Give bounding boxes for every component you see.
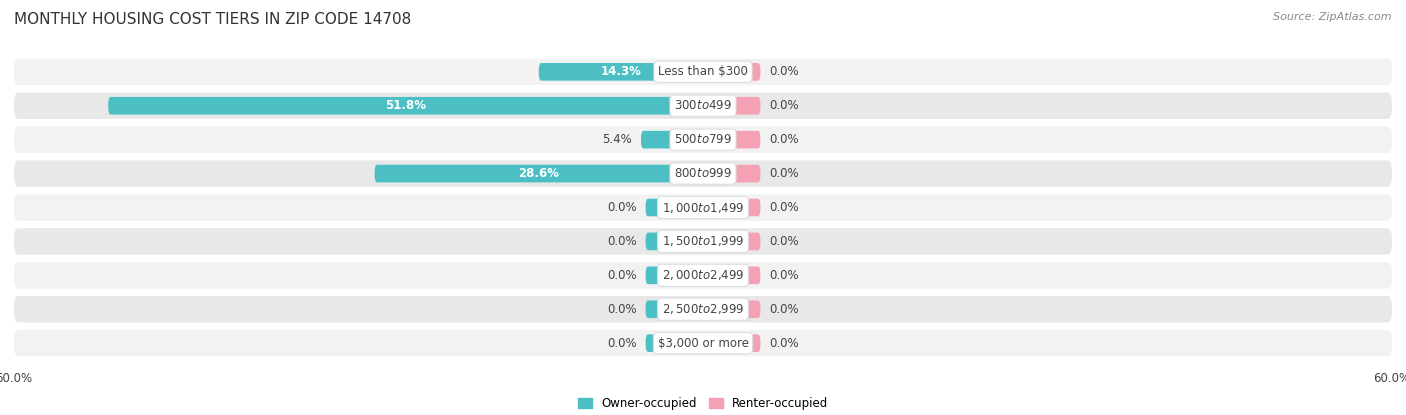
Text: $1,500 to $1,999: $1,500 to $1,999 — [662, 234, 744, 249]
Text: 0.0%: 0.0% — [769, 133, 799, 146]
FancyBboxPatch shape — [14, 330, 1392, 356]
Text: 14.3%: 14.3% — [600, 65, 641, 78]
FancyBboxPatch shape — [645, 199, 703, 216]
Text: $300 to $499: $300 to $499 — [673, 99, 733, 112]
FancyBboxPatch shape — [108, 97, 703, 115]
FancyBboxPatch shape — [703, 165, 761, 183]
FancyBboxPatch shape — [641, 131, 703, 149]
Text: 0.0%: 0.0% — [769, 201, 799, 214]
FancyBboxPatch shape — [14, 194, 1392, 221]
Text: 5.4%: 5.4% — [602, 133, 631, 146]
Text: 0.0%: 0.0% — [607, 303, 637, 316]
Text: 0.0%: 0.0% — [769, 65, 799, 78]
FancyBboxPatch shape — [703, 300, 761, 318]
Text: 0.0%: 0.0% — [607, 337, 637, 350]
Text: 0.0%: 0.0% — [769, 235, 799, 248]
Text: $500 to $799: $500 to $799 — [673, 133, 733, 146]
Text: 0.0%: 0.0% — [769, 269, 799, 282]
FancyBboxPatch shape — [703, 334, 761, 352]
Text: $800 to $999: $800 to $999 — [673, 167, 733, 180]
FancyBboxPatch shape — [14, 127, 1392, 153]
Text: 0.0%: 0.0% — [607, 269, 637, 282]
Text: 0.0%: 0.0% — [607, 201, 637, 214]
FancyBboxPatch shape — [14, 296, 1392, 322]
Text: 0.0%: 0.0% — [769, 167, 799, 180]
Text: 0.0%: 0.0% — [769, 337, 799, 350]
Text: MONTHLY HOUSING COST TIERS IN ZIP CODE 14708: MONTHLY HOUSING COST TIERS IN ZIP CODE 1… — [14, 12, 412, 27]
Text: 28.6%: 28.6% — [519, 167, 560, 180]
FancyBboxPatch shape — [14, 93, 1392, 119]
Text: $1,000 to $1,499: $1,000 to $1,499 — [662, 200, 744, 215]
FancyBboxPatch shape — [645, 334, 703, 352]
FancyBboxPatch shape — [14, 262, 1392, 288]
FancyBboxPatch shape — [703, 232, 761, 250]
Text: Source: ZipAtlas.com: Source: ZipAtlas.com — [1274, 12, 1392, 22]
Text: 51.8%: 51.8% — [385, 99, 426, 112]
FancyBboxPatch shape — [14, 59, 1392, 85]
Text: 0.0%: 0.0% — [769, 99, 799, 112]
Text: $2,000 to $2,499: $2,000 to $2,499 — [662, 269, 744, 282]
Legend: Owner-occupied, Renter-occupied: Owner-occupied, Renter-occupied — [578, 397, 828, 410]
FancyBboxPatch shape — [14, 228, 1392, 255]
FancyBboxPatch shape — [645, 232, 703, 250]
Text: Less than $300: Less than $300 — [658, 65, 748, 78]
FancyBboxPatch shape — [14, 160, 1392, 187]
FancyBboxPatch shape — [374, 165, 703, 183]
FancyBboxPatch shape — [703, 199, 761, 216]
FancyBboxPatch shape — [538, 63, 703, 81]
FancyBboxPatch shape — [703, 63, 761, 81]
Text: $2,500 to $2,999: $2,500 to $2,999 — [662, 302, 744, 316]
FancyBboxPatch shape — [703, 266, 761, 284]
FancyBboxPatch shape — [645, 300, 703, 318]
FancyBboxPatch shape — [703, 131, 761, 149]
Text: 0.0%: 0.0% — [769, 303, 799, 316]
Text: $3,000 or more: $3,000 or more — [658, 337, 748, 350]
Text: 0.0%: 0.0% — [607, 235, 637, 248]
FancyBboxPatch shape — [703, 97, 761, 115]
FancyBboxPatch shape — [645, 266, 703, 284]
